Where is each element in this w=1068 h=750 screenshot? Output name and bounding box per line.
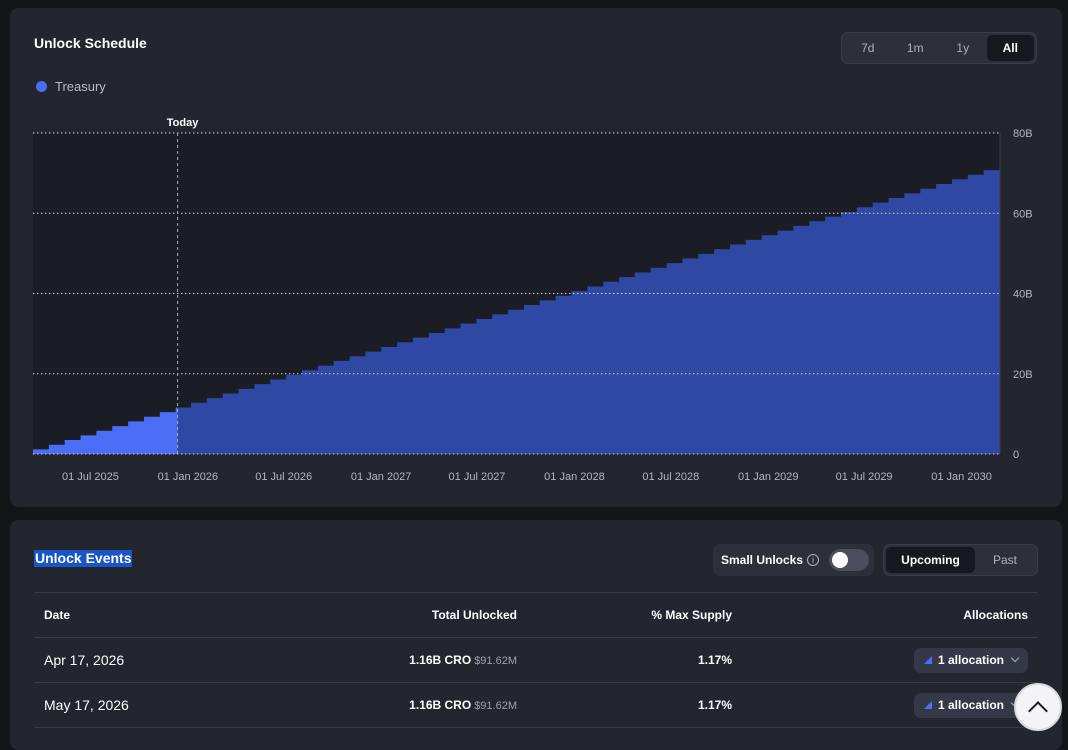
- chart-legend[interactable]: Treasury: [36, 79, 106, 94]
- row-max-supply: 1.17%: [517, 682, 732, 728]
- row-allocations: 1 allocation: [732, 637, 1038, 683]
- row-pct-value: 1.17%: [697, 653, 732, 667]
- allocation-label: 1 allocation: [937, 653, 1004, 667]
- row-date: Apr 17, 2026: [34, 637, 274, 683]
- x-tick-label: 01 Jul 2027: [449, 471, 506, 483]
- y-tick-label: 40B: [1013, 289, 1033, 301]
- toggle-knob: [832, 552, 849, 568]
- column-allocations[interactable]: Allocations: [732, 592, 1038, 638]
- unlock-events-table: Date Total Unlocked % Max Supply Allocat…: [34, 592, 1038, 728]
- range-1y-button[interactable]: 1y: [956, 41, 970, 55]
- allocation-triangle-icon: [923, 701, 932, 709]
- x-tick-label: 01 Jan 2029: [738, 471, 799, 483]
- info-icon[interactable]: i: [807, 554, 820, 566]
- row-cro-amount: 1.16B CRO: [409, 653, 472, 667]
- x-tick-label: 01 Jan 2030: [931, 471, 992, 483]
- range-1m-button[interactable]: 1m: [906, 41, 924, 55]
- unlock-events-card: Unlock Events Small Unlocks i Upcoming P…: [10, 520, 1062, 750]
- column-total-unlocked[interactable]: Total Unlocked: [274, 592, 517, 638]
- unlock-schedule-chart[interactable]: 0 20B 40B 60B 80B 01 Jul 2025 01 Jan 2026 01 Ju…: [10, 8, 1062, 507]
- y-tick-label: 20B: [1013, 369, 1033, 381]
- column-max-supply[interactable]: % Max Supply: [517, 592, 732, 638]
- tab-upcoming[interactable]: Upcoming: [886, 547, 975, 573]
- row-date: May 17, 2026: [34, 682, 274, 728]
- row-allocations: 1 allocation: [732, 682, 1038, 728]
- unlock-schedule-card: Unlock Schedule 7d 1m 1y All Treasury 0 2…: [10, 8, 1062, 507]
- small-unlocks-control: Small Unlocks i: [713, 544, 874, 576]
- unlock-schedule-title: Unlock Schedule: [34, 35, 147, 51]
- row-cro-amount: 1.16B CRO: [409, 698, 472, 712]
- row-usd-amount: $91.62M: [474, 655, 517, 667]
- time-range-selector: 7d 1m 1y All: [841, 32, 1037, 64]
- tab-past[interactable]: Past: [992, 553, 1017, 567]
- row-max-supply: 1.17%: [517, 637, 732, 683]
- x-tick-label: 01 Jul 2028: [642, 471, 699, 483]
- table-header-row: Date Total Unlocked % Max Supply Allocat…: [34, 592, 1038, 638]
- allocation-triangle-icon: [923, 656, 932, 664]
- column-date[interactable]: Date: [34, 592, 274, 638]
- events-tab-selector: Upcoming Past: [883, 544, 1038, 576]
- today-label: Today: [167, 117, 199, 129]
- x-tick-label: 01 Jan 2028: [544, 471, 605, 483]
- chevron-down-icon: [1010, 653, 1020, 663]
- y-tick-label: 80B: [1013, 128, 1033, 140]
- small-unlocks-toggle[interactable]: [829, 549, 870, 571]
- allocation-label: 1 allocation: [937, 698, 1004, 712]
- treasury-legend-label: Treasury: [55, 79, 106, 94]
- x-tick-label: 01 Jul 2029: [836, 471, 893, 483]
- table-row[interactable]: May 17, 2026 1.16B CRO $91.62M 1.17% 1 al…: [34, 682, 1038, 728]
- allocation-dropdown[interactable]: 1 allocation: [913, 692, 1028, 718]
- x-tick-label: 01 Jul 2025: [62, 471, 119, 483]
- y-tick-label: 60B: [1013, 208, 1033, 220]
- chevron-up-icon: [1028, 700, 1048, 721]
- table-row[interactable]: Apr 17, 2026 1.16B CRO $91.62M 1.17% 1 al…: [34, 637, 1038, 683]
- x-tick-label: 01 Jul 2026: [255, 471, 312, 483]
- treasury-area-future: [177, 170, 1001, 454]
- y-tick-label: 0: [1013, 449, 1019, 461]
- x-tick-label: 01 Jan 2027: [351, 471, 412, 483]
- row-total-unlocked: 1.16B CRO $91.62M: [274, 637, 517, 683]
- treasury-legend-dot: [36, 81, 47, 92]
- range-all-button[interactable]: All: [986, 35, 1034, 61]
- small-unlocks-label: Small Unlocks: [721, 553, 804, 567]
- range-7d-button[interactable]: 7d: [861, 41, 875, 55]
- allocation-dropdown[interactable]: 1 allocation: [913, 647, 1028, 673]
- scroll-to-top-button[interactable]: [1014, 683, 1062, 731]
- unlock-events-title: Unlock Events: [34, 550, 133, 567]
- treasury-area-past: [33, 407, 178, 454]
- row-total-unlocked: 1.16B CRO $91.62M: [274, 682, 517, 728]
- row-pct-value: 1.17%: [697, 698, 732, 712]
- x-tick-label: 01 Jan 2026: [158, 471, 219, 483]
- row-usd-amount: $91.62M: [474, 700, 517, 712]
